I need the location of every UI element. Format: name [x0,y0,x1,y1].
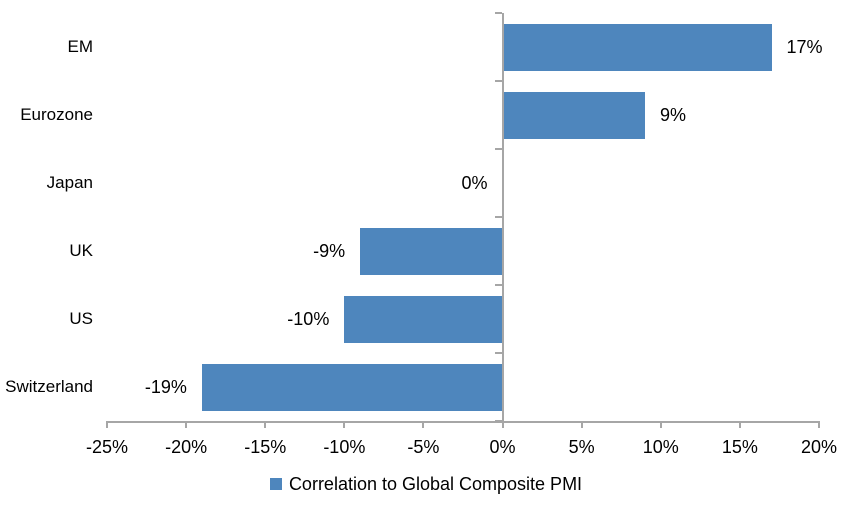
x-tick-label: -15% [244,437,287,457]
bar-em [502,23,772,71]
value-label-uk: -9% [313,241,346,261]
x-tick-label: 15% [721,437,758,457]
x-tick [343,421,346,428]
x-tick [818,421,820,428]
x-tick-label: -5% [407,437,440,457]
bar-switzerland [201,363,503,411]
value-label-japan: 0% [461,173,488,193]
x-tick [659,421,662,428]
x-tick-label: 0% [489,437,516,457]
value-label-eurozone: 9% [659,105,686,125]
bar-uk [360,227,503,275]
category-label-japan: Japan [46,173,93,192]
y-axis-line [501,13,504,423]
bar-us [344,295,503,343]
x-tick [264,421,267,428]
x-tick-label: 5% [568,437,595,457]
category-tick [494,284,502,286]
legend: Correlation to Global Composite PMI [0,473,852,495]
value-label-us: -10% [287,309,330,329]
x-tick [580,421,583,428]
category-label-eurozone: Eurozone [20,105,93,124]
category-label-em: EM [67,37,94,56]
x-tick-label: -10% [323,437,366,457]
legend-swatch [269,478,282,490]
category-tick [494,12,502,14]
category-tick [494,148,502,150]
category-label-us: US [69,309,93,328]
category-tick [494,352,502,354]
bar-eurozone [502,91,645,139]
x-tick [185,421,188,428]
category-label-uk: UK [69,241,93,260]
x-tick [738,421,741,428]
value-label-switzerland: -19% [144,377,187,397]
category-tick [494,80,502,82]
category-tick [494,216,502,218]
value-label-em: 17% [786,37,823,57]
x-tick-label: -20% [165,437,208,457]
x-tick-label: -25% [85,437,129,457]
x-tick [106,421,108,428]
x-tick [422,421,425,428]
x-tick-label: 10% [642,437,679,457]
legend-label: Correlation to Global Composite PMI [288,474,583,494]
category-label-switzerland: Switzerland [5,377,93,396]
x-axis-line [106,421,820,423]
x-tick-label: 20% [800,437,838,457]
x-tick [501,421,504,428]
